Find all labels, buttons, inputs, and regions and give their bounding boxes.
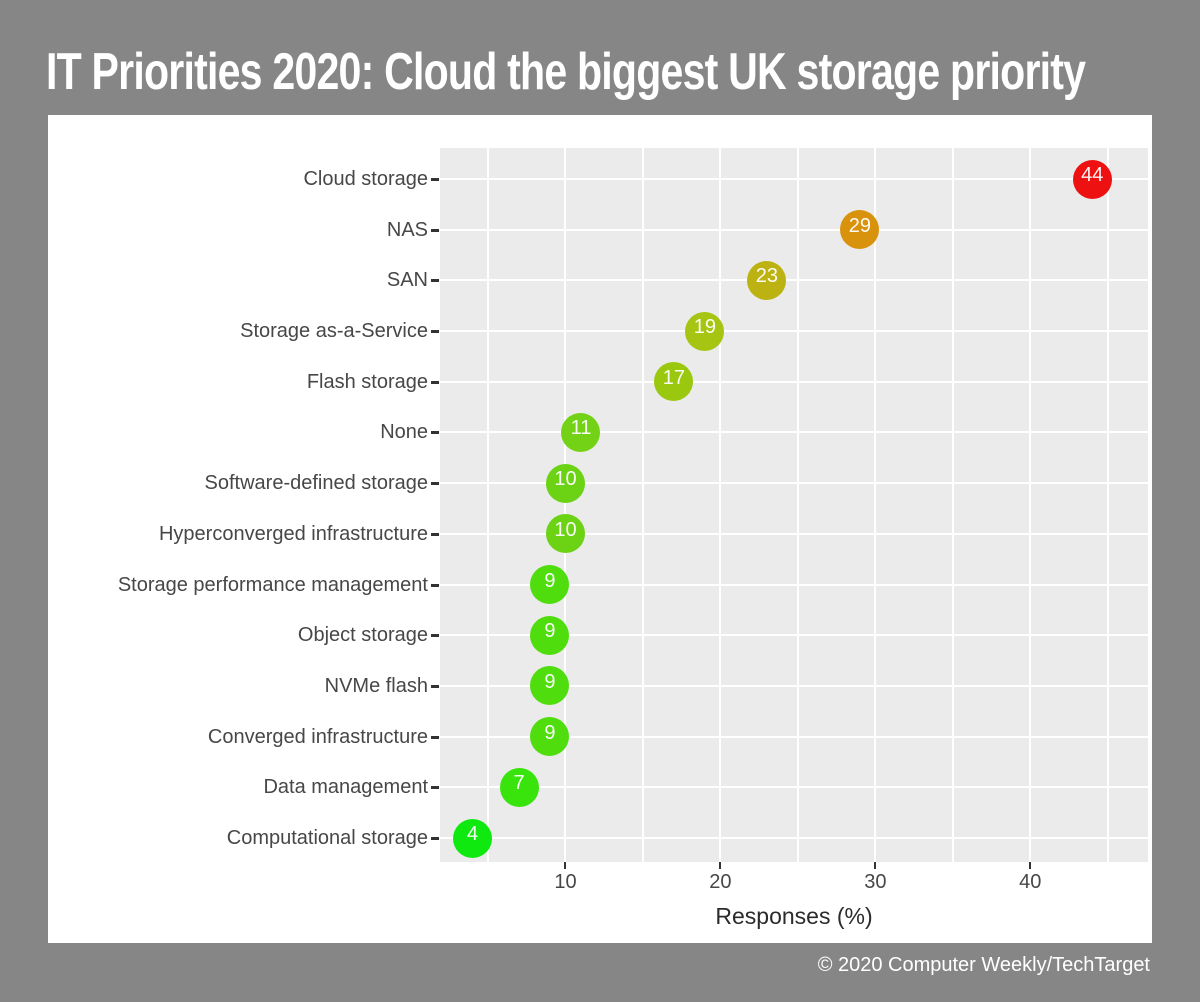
y-tick-mark <box>431 330 439 334</box>
y-tick-mark <box>431 634 439 638</box>
vertical-gridline <box>641 148 644 862</box>
vertical-gridline <box>796 148 799 862</box>
data-point-label: 9 <box>544 620 556 643</box>
data-point-label: 23 <box>755 265 778 288</box>
horizontal-gridline <box>440 431 1148 434</box>
horizontal-gridline <box>440 634 1148 637</box>
category-label: Storage performance management <box>117 573 428 596</box>
data-point: 19 <box>685 311 725 351</box>
data-point-label: 9 <box>544 670 556 693</box>
y-tick-mark <box>431 786 439 790</box>
data-point-label: 9 <box>544 721 556 744</box>
x-tick-label: 20 <box>709 871 732 893</box>
vertical-gridline <box>951 148 954 862</box>
chart-title-text: IT Priorities 2020: Cloud the biggest UK… <box>46 43 1086 101</box>
x-tick-mark <box>1029 862 1032 869</box>
vertical-gridline <box>1029 148 1032 862</box>
category-label: Computational storage <box>226 827 428 849</box>
data-point-label: 17 <box>662 366 686 389</box>
x-tick-label: 10 <box>554 871 577 893</box>
horizontal-gridline <box>440 583 1148 586</box>
data-point-label: 4 <box>466 823 479 845</box>
data-point-label: 19 <box>693 316 717 339</box>
data-point: 9 <box>530 565 570 605</box>
horizontal-gridline <box>440 228 1148 231</box>
y-tick-mark <box>431 735 439 739</box>
category-label: Software-defined storage <box>204 472 428 495</box>
x-tick-mark <box>874 862 877 869</box>
plot-area: 44 29 23 19 17 11 10 10 9 9 9 9 7 4 <box>440 148 1148 862</box>
data-point: 9 <box>530 717 570 757</box>
x-tick-label: 40 <box>1019 871 1042 893</box>
y-tick-mark <box>431 279 439 283</box>
data-point: 9 <box>530 666 570 706</box>
data-point-label: 9 <box>544 569 556 592</box>
horizontal-gridline <box>440 684 1148 687</box>
category-label: NAS <box>386 218 428 241</box>
x-tick-mark <box>564 862 567 869</box>
chart-title: IT Priorities 2020: Cloud the biggest UK… <box>46 42 1086 102</box>
horizontal-gridline <box>440 380 1148 383</box>
data-point: 10 <box>545 514 585 554</box>
horizontal-gridline <box>440 735 1148 738</box>
vertical-gridline <box>874 148 877 862</box>
y-tick-mark <box>431 837 439 840</box>
x-axis-title: Responses (%) <box>715 903 873 929</box>
y-tick-mark <box>431 684 439 688</box>
data-point: 10 <box>545 463 585 503</box>
data-point: 23 <box>747 260 787 300</box>
data-point-label: 11 <box>570 417 592 440</box>
horizontal-gridline <box>440 482 1148 485</box>
x-tick-label: 30 <box>864 871 887 893</box>
data-point: 7 <box>499 767 539 807</box>
vertical-gridline <box>564 148 567 862</box>
data-point-label: 10 <box>554 518 577 541</box>
category-label: NVMe flash <box>324 674 428 697</box>
horizontal-gridline <box>440 330 1148 333</box>
category-label: Hyperconverged infrastructure <box>158 522 428 545</box>
horizontal-gridline <box>440 786 1148 789</box>
copyright-footer: © 2020 Computer Weekly/TechTarget <box>817 954 1150 976</box>
data-point-label: 29 <box>848 214 871 237</box>
y-tick-mark <box>431 583 439 587</box>
y-tick-mark <box>431 482 439 486</box>
y-tick-mark <box>431 380 439 384</box>
data-point: 11 <box>561 412 601 452</box>
data-point: 9 <box>530 615 570 655</box>
data-point-label: 44 <box>1081 164 1104 186</box>
data-point: 29 <box>840 210 880 250</box>
horizontal-gridline <box>440 279 1148 282</box>
category-label: None <box>380 421 428 444</box>
horizontal-gridline <box>440 837 1148 839</box>
vertical-gridline <box>487 148 490 862</box>
data-point: 4 <box>453 818 493 858</box>
category-label: Storage as-a-Service <box>240 320 428 343</box>
category-label: Cloud storage <box>303 168 428 190</box>
y-tick-mark <box>431 228 439 232</box>
y-tick-mark <box>431 178 439 181</box>
x-tick-mark <box>719 862 722 869</box>
category-label: Object storage <box>297 624 428 647</box>
y-tick-mark <box>431 431 439 435</box>
data-point: 44 <box>1072 159 1112 199</box>
chart-card: 44 29 23 19 17 11 10 10 9 9 9 9 7 4 Cloud storage NAS S… <box>48 115 1152 943</box>
category-label: Flash storage <box>306 370 428 393</box>
category-label: Data management <box>263 776 428 799</box>
data-point: 17 <box>654 362 694 402</box>
y-tick-mark <box>431 532 439 536</box>
category-label: SAN <box>386 269 428 292</box>
data-point-label: 10 <box>554 468 577 491</box>
vertical-gridline <box>719 148 722 862</box>
horizontal-gridline <box>440 532 1148 535</box>
horizontal-gridline <box>440 178 1148 180</box>
vertical-gridline <box>1106 148 1109 862</box>
category-label: Converged infrastructure <box>207 725 428 748</box>
data-point-label: 7 <box>513 772 525 795</box>
